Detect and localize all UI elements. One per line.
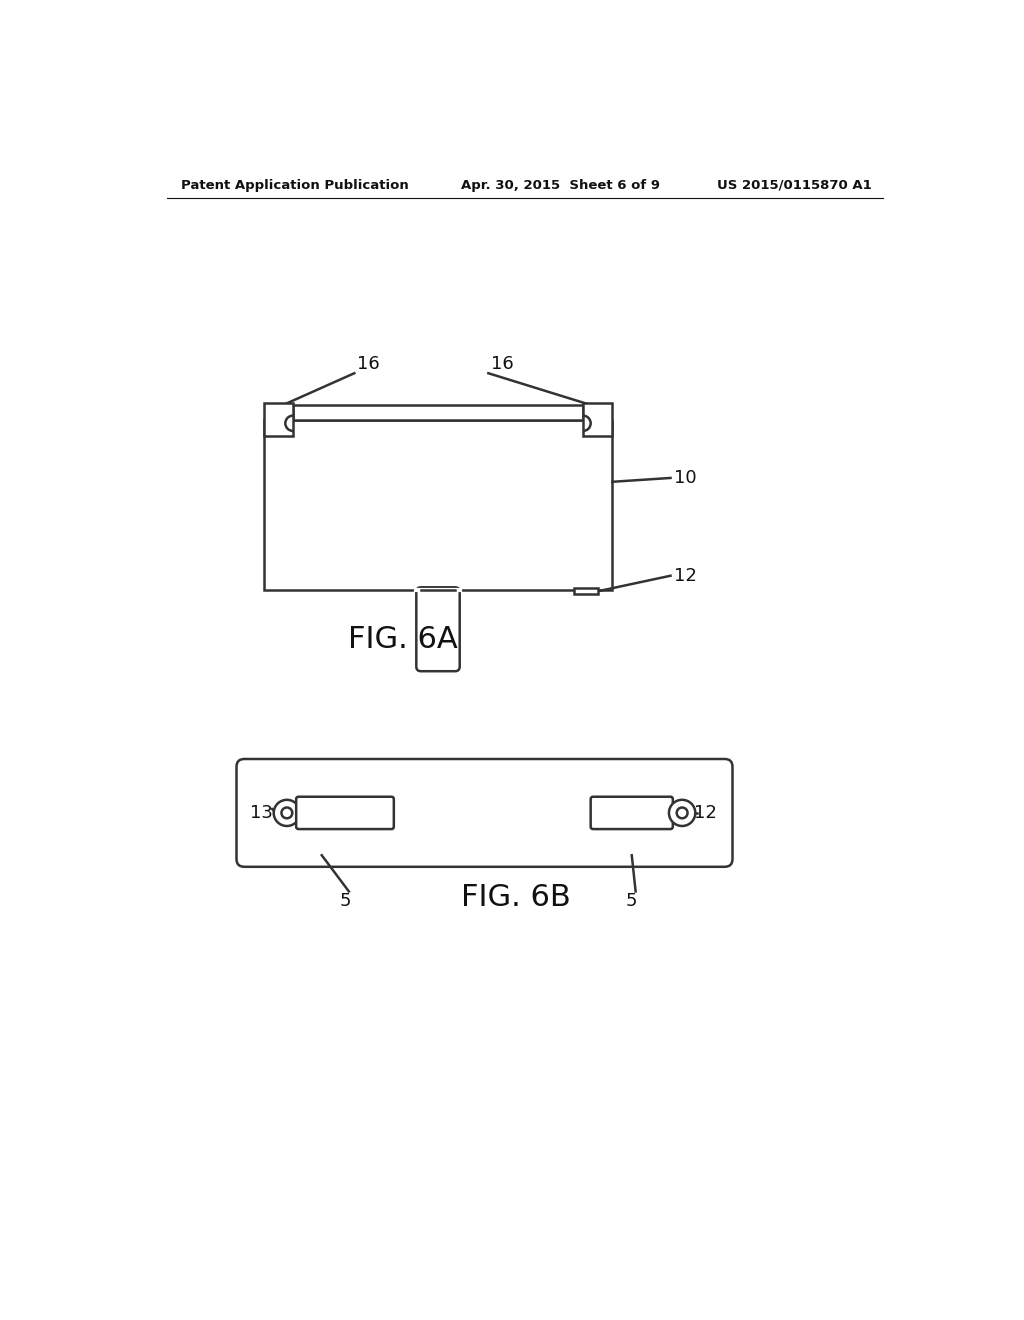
Text: 5: 5 [339,892,351,911]
Text: FIG. 6B: FIG. 6B [461,883,570,912]
Text: 10: 10 [675,469,697,487]
Circle shape [273,800,300,826]
FancyBboxPatch shape [296,797,394,829]
Bar [293,405,583,420]
Bar [263,420,612,590]
Text: 16: 16 [356,355,379,374]
Text: Patent Application Publication: Patent Application Publication [180,178,409,191]
FancyBboxPatch shape [237,759,732,867]
Bar [263,404,293,436]
FancyBboxPatch shape [417,587,460,671]
Text: 16: 16 [490,355,513,374]
Text: FIG. 6A: FIG. 6A [348,626,458,655]
Text: Apr. 30, 2015  Sheet 6 of 9: Apr. 30, 2015 Sheet 6 of 9 [461,178,660,191]
Circle shape [677,808,687,818]
Text: 13: 13 [250,804,273,822]
Text: US 2015/0115870 A1: US 2015/0115870 A1 [717,178,872,191]
FancyBboxPatch shape [591,797,673,829]
Circle shape [669,800,695,826]
Text: 12: 12 [675,566,697,585]
Bar [573,589,598,594]
Circle shape [282,808,292,818]
Text: 12: 12 [693,804,717,822]
Bar [583,404,612,436]
Text: 5: 5 [626,892,638,911]
